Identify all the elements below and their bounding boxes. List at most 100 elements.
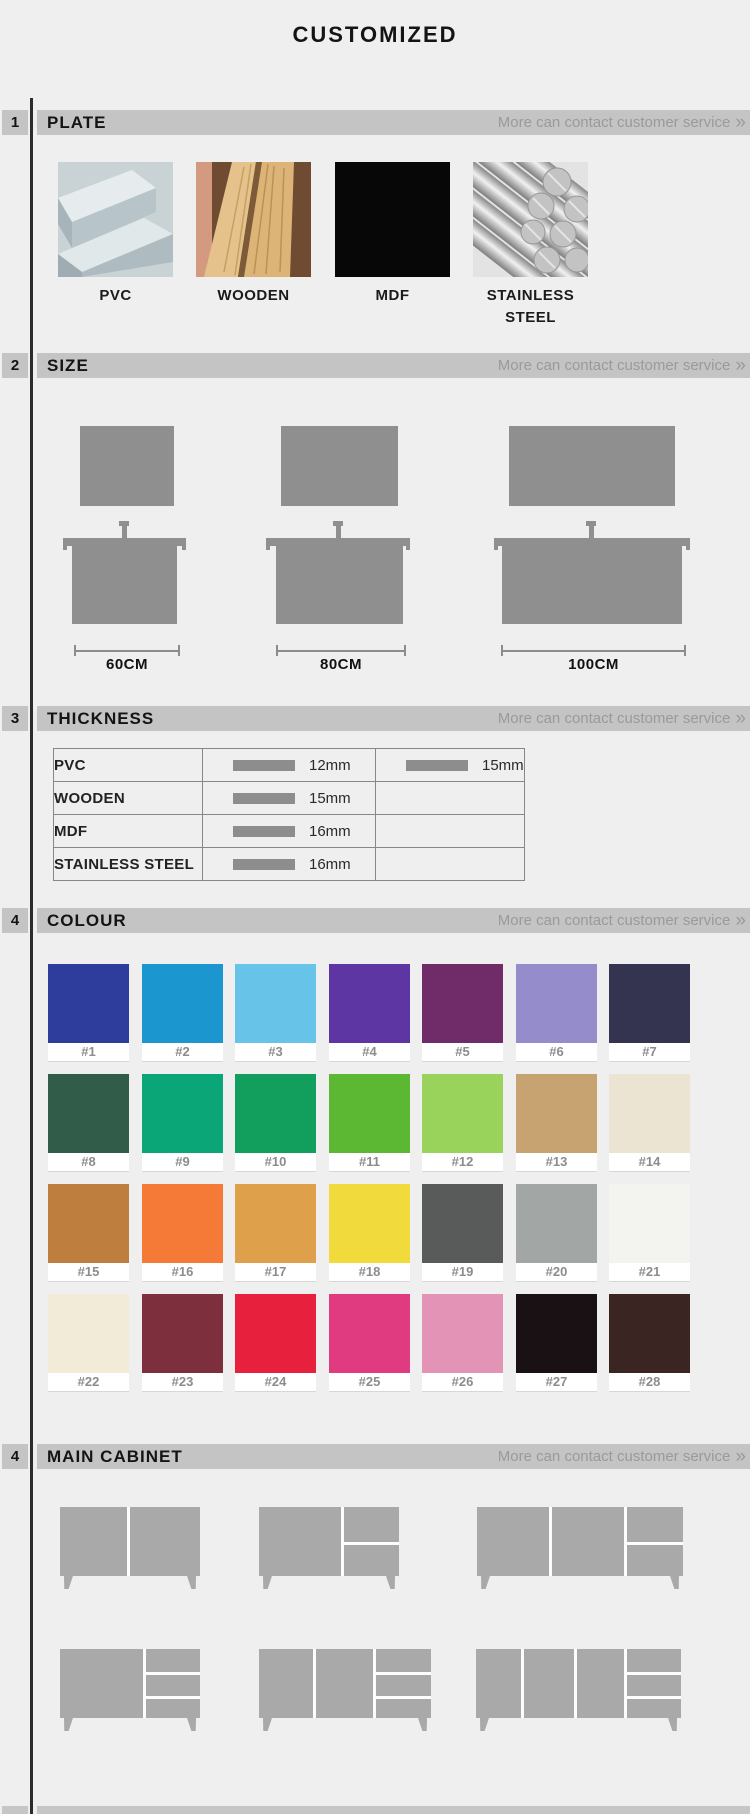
swatch-label: #26	[422, 1373, 503, 1392]
colour-swatch[interactable]: #23	[142, 1294, 223, 1392]
more-contact-link[interactable]: More can contact customer service ››	[498, 353, 746, 378]
material-card-mdf[interactable]: MDF	[335, 162, 450, 307]
more-contact-link[interactable]: More can contact customer service ››	[497, 908, 746, 933]
vanity-countertop-shape	[406, 546, 410, 550]
swatch-label: #28	[609, 1373, 690, 1392]
pvc-boards-image	[58, 162, 173, 277]
swatch-label: #16	[142, 1263, 223, 1282]
swatch-color-block	[235, 1294, 316, 1373]
colour-swatch[interactable]: #21	[609, 1184, 690, 1282]
colour-swatch[interactable]: #10	[235, 1074, 316, 1172]
vanity-countertop-shape	[63, 538, 186, 546]
colour-swatch[interactable]: #28	[609, 1294, 690, 1392]
swatch-label: #10	[235, 1153, 316, 1172]
next-section-badge-stub	[2, 1806, 28, 1814]
swatch-label: #6	[516, 1043, 597, 1062]
cabinet-drawer-divider	[627, 1542, 683, 1545]
colour-swatch[interactable]: #4	[329, 964, 410, 1062]
swatch-color-block	[609, 1294, 690, 1373]
cabinet-leg	[670, 1576, 681, 1589]
cabinet-layout-option[interactable]	[477, 1507, 683, 1576]
cabinet-layout-option[interactable]	[259, 1507, 399, 1576]
swatch-label: #21	[609, 1263, 690, 1282]
colour-swatch[interactable]: #7	[609, 964, 690, 1062]
swatch-color-block	[235, 1074, 316, 1153]
colour-swatch[interactable]: #13	[516, 1074, 597, 1172]
material-label: PVC	[99, 287, 132, 304]
swatch-label: #25	[329, 1373, 410, 1392]
colour-swatch[interactable]: #15	[48, 1184, 129, 1282]
swatch-label: #18	[329, 1263, 410, 1282]
cabinet-layout-option[interactable]	[60, 1507, 200, 1576]
colour-swatch[interactable]: #19	[422, 1184, 503, 1282]
swatch-color-block	[235, 1184, 316, 1263]
cabinet-drawer-divider	[146, 1672, 200, 1675]
more-contact-link[interactable]: More can contact customer service ››	[498, 706, 746, 731]
colour-swatch[interactable]: #17	[235, 1184, 316, 1282]
colour-swatch[interactable]: #18	[329, 1184, 410, 1282]
colour-swatch[interactable]: #16	[142, 1184, 223, 1282]
thickness-value-cell: 15mm	[375, 748, 525, 782]
section-title: THICKNESS	[47, 709, 155, 728]
cabinet-layout-option[interactable]	[259, 1649, 431, 1718]
cabinet-leg	[187, 1576, 198, 1589]
colour-swatch[interactable]: #12	[422, 1074, 503, 1172]
colour-swatch[interactable]: #26	[422, 1294, 503, 1392]
vanity-countertop-shape	[182, 546, 186, 550]
swatch-color-block	[422, 1184, 503, 1263]
colour-swatch[interactable]: #22	[48, 1294, 129, 1392]
thickness-value-cell	[375, 847, 525, 881]
cabinet-layout-option[interactable]	[476, 1649, 681, 1718]
thickness-value: 16mm	[309, 822, 351, 840]
swatch-label: #24	[235, 1373, 316, 1392]
thickness-value-cell	[375, 814, 525, 848]
cabinet-leg	[62, 1718, 73, 1731]
more-contact-link[interactable]: More can contact customer service ››	[498, 110, 746, 135]
colour-swatch[interactable]: #3	[235, 964, 316, 1062]
colour-swatch[interactable]: #20	[516, 1184, 597, 1282]
colour-swatch[interactable]: #14	[609, 1074, 690, 1172]
section-header-thickness: 3 THICKNESS More can contact customer se…	[0, 706, 750, 731]
colour-swatch[interactable]: #11	[329, 1074, 410, 1172]
swatch-label: #19	[422, 1263, 503, 1282]
more-contact-link[interactable]: More can contact customer service ››	[497, 1444, 746, 1469]
cabinet-leg	[62, 1576, 73, 1589]
cabinet-drawer-divider	[627, 1672, 681, 1675]
colour-swatch[interactable]: #25	[329, 1294, 410, 1392]
more-contact-text: More can contact customer service	[497, 912, 731, 929]
material-card-pvc[interactable]: PVC	[58, 162, 173, 307]
thickness-material-label: MDF	[53, 814, 203, 848]
cabinet-door-divider	[624, 1507, 627, 1576]
section-number-badge: 2	[2, 353, 28, 378]
swatch-color-block	[329, 1184, 410, 1263]
cabinet-layout-option[interactable]	[60, 1649, 200, 1718]
swatch-label: #4	[329, 1043, 410, 1062]
material-label: MDF	[375, 287, 410, 304]
colour-swatch[interactable]: #24	[235, 1294, 316, 1392]
colour-swatch[interactable]: #9	[142, 1074, 223, 1172]
material-card-stainless-steel[interactable]: STAINLESS STEEL	[473, 162, 588, 329]
colour-swatch[interactable]: #27	[516, 1294, 597, 1392]
measure-line	[501, 650, 686, 652]
faucet-icon	[119, 521, 129, 526]
more-contact-text: More can contact customer service	[497, 1448, 731, 1465]
colour-swatch[interactable]: #5	[422, 964, 503, 1062]
thickness-value: 15mm	[482, 756, 524, 774]
swatch-color-block	[516, 1074, 597, 1153]
colour-swatch[interactable]: #8	[48, 1074, 129, 1172]
colour-swatch[interactable]: #6	[516, 964, 597, 1062]
material-label: WOODEN	[217, 287, 290, 304]
swatch-label: #11	[329, 1153, 410, 1172]
thickness-value-cell	[375, 781, 525, 815]
size-option-label: 80CM	[319, 656, 362, 673]
cabinet-drawer-divider	[376, 1696, 431, 1699]
material-card-wooden[interactable]: WOODEN	[196, 162, 311, 307]
black-mdf-image	[335, 162, 450, 277]
colour-swatch[interactable]: #2	[142, 964, 223, 1062]
colour-swatch[interactable]: #1	[48, 964, 129, 1062]
vanity-countertop-shape	[686, 546, 690, 550]
cabinet-door-divider	[574, 1649, 577, 1718]
vanity-countertop-shape	[266, 546, 270, 550]
swatch-label: #20	[516, 1263, 597, 1282]
faucet-icon	[586, 521, 596, 526]
